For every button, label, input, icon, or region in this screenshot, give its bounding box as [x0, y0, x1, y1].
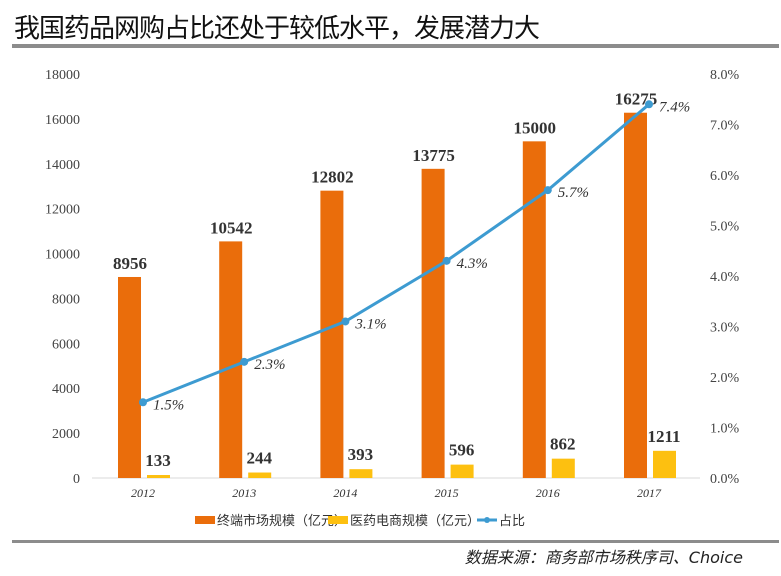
title-divider — [12, 44, 779, 48]
line-label-share: 5.7% — [558, 185, 589, 201]
right-tick-label: 4.0% — [710, 270, 740, 285]
right-tick-label: 8.0% — [710, 68, 740, 83]
bar-terminal-market — [522, 141, 546, 479]
line-point-share — [442, 256, 451, 265]
right-tick-label: 7.0% — [710, 119, 740, 134]
category-label: 2015 — [435, 486, 459, 500]
line-point-share — [645, 100, 653, 109]
category-label: 2013 — [232, 486, 256, 500]
page-title: 我国药品网购占比还处于较低水平，发展潜力大 — [14, 14, 540, 44]
category-label: 2016 — [536, 486, 560, 500]
line-point-share — [139, 398, 147, 407]
bar-ecommerce — [349, 469, 373, 478]
left-tick-label: 14000 — [45, 158, 80, 173]
bar-label-ecommerce: 862 — [550, 435, 576, 454]
bar-label-terminal-market: 13775 — [412, 146, 455, 165]
category-label: 2012 — [131, 486, 155, 500]
bar-label-terminal-market: 8956 — [113, 254, 147, 273]
bar-terminal-market — [118, 276, 141, 478]
line-label-share: 4.3% — [457, 256, 488, 272]
right-tick-label: 6.0% — [710, 169, 740, 184]
bar-ecommerce — [551, 458, 575, 478]
right-tick-label: 1.0% — [710, 422, 740, 437]
bar-ecommerce — [653, 450, 676, 478]
line-point-share — [543, 186, 552, 195]
right-tick-label: 5.0% — [710, 220, 740, 235]
legend-marker-share — [484, 517, 490, 523]
bar-label-ecommerce: 596 — [449, 441, 475, 460]
bar-terminal-market — [624, 112, 647, 478]
line-share — [142, 103, 650, 404]
bar-label-terminal-market: 15000 — [514, 118, 557, 137]
bar-label-terminal-market: 10542 — [210, 218, 253, 237]
bar-terminal-market — [320, 190, 344, 478]
category-label: 2014 — [333, 486, 357, 500]
left-tick-label: 10000 — [45, 248, 80, 263]
line-label-share: 7.4% — [659, 99, 690, 115]
left-tick-label: 4000 — [52, 382, 80, 397]
bar-terminal-market — [219, 241, 243, 478]
bar-ecommerce — [450, 464, 474, 478]
bar-ecommerce — [147, 475, 170, 478]
legend-label-ecommerce: 医药电商规模（亿元） — [350, 513, 480, 528]
line-label-share: 3.1% — [354, 316, 386, 332]
bar-label-ecommerce: 393 — [348, 445, 374, 464]
left-tick-label: 12000 — [45, 203, 80, 218]
category-label: 2017 — [637, 486, 662, 500]
left-tick-label: 0 — [73, 472, 80, 487]
left-tick-label: 18000 — [45, 68, 80, 83]
line-point-share — [240, 357, 249, 366]
legend-label-terminal-market: 终端市场规模（亿元） — [217, 513, 347, 528]
left-tick-label: 2000 — [52, 427, 80, 442]
right-tick-label: 2.0% — [710, 371, 740, 386]
source-note: 数据来源：商务部市场秩序司、Choice — [464, 548, 743, 567]
right-tick-label: 3.0% — [710, 321, 740, 336]
bar-label-ecommerce: 133 — [145, 451, 171, 470]
legend-label-share: 占比 — [499, 513, 525, 528]
bar-label-terminal-market: 12802 — [311, 168, 354, 187]
left-tick-label: 6000 — [52, 337, 80, 352]
bar-terminal-market — [421, 168, 445, 479]
bar-label-ecommerce: 1211 — [647, 427, 680, 446]
line-label-share: 1.5% — [153, 397, 184, 413]
left-tick-label: 8000 — [52, 292, 80, 307]
legend-swatch-ecommerce — [328, 516, 348, 524]
bar-ecommerce — [248, 472, 272, 478]
bar-label-ecommerce: 244 — [246, 449, 272, 468]
legend-swatch-terminal-market — [195, 516, 215, 524]
left-tick-label: 16000 — [45, 113, 80, 128]
line-point-share — [341, 317, 350, 326]
footer-divider — [12, 540, 779, 543]
line-label-share: 2.3% — [254, 357, 285, 373]
right-tick-label: 0.0% — [710, 472, 740, 487]
